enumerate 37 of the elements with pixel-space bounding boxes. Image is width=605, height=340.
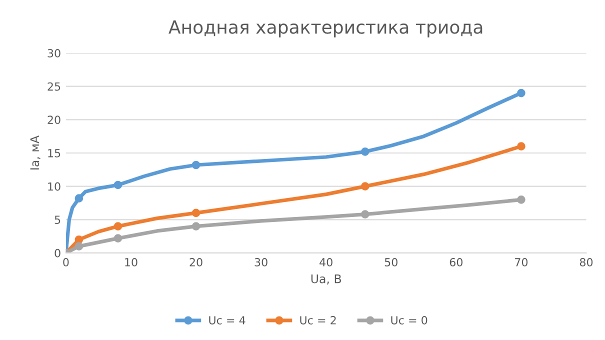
y-tick-label: 20 xyxy=(48,116,60,124)
point xyxy=(360,182,370,190)
y-tick-label: 25 xyxy=(48,82,60,91)
point xyxy=(517,142,526,151)
x-tick-label: 10 xyxy=(125,258,138,266)
legend-label: Uc = 4 xyxy=(209,316,246,324)
point xyxy=(360,148,370,156)
point xyxy=(517,88,526,98)
point xyxy=(74,235,84,244)
x-tick-label: 40 xyxy=(320,258,332,266)
point xyxy=(74,194,84,202)
x-tick-label: 30 xyxy=(254,258,268,266)
legend-label: Uc = 2 xyxy=(300,316,336,324)
chart-title: Анодная характеристика триода xyxy=(168,20,482,38)
x-tick-label: 20 xyxy=(190,258,202,266)
y-tick-label: 30 xyxy=(48,49,60,58)
point xyxy=(517,195,526,204)
y-tick-label: 15 xyxy=(48,149,60,158)
x-tick-label: 60 xyxy=(450,258,462,266)
point xyxy=(192,160,200,170)
point xyxy=(114,234,122,242)
x-tick-label: 50 xyxy=(384,258,398,266)
point xyxy=(114,180,122,190)
x-axis-title: Ua, В xyxy=(311,274,341,284)
point xyxy=(114,222,122,230)
x-tick-label: 80 xyxy=(580,258,593,266)
point xyxy=(192,208,200,218)
y-axis-title: Ia, мА xyxy=(30,135,40,170)
x-tick-label: 70 xyxy=(515,258,528,266)
y-tick-label: 0 xyxy=(54,248,60,258)
legend-label: Uc = 0 xyxy=(391,316,428,324)
y-tick-label: 10 xyxy=(48,182,60,191)
x-tick-label: 0 xyxy=(63,258,69,266)
y-tick-label: 5 xyxy=(54,216,60,224)
point xyxy=(360,210,370,218)
point xyxy=(192,222,200,230)
point xyxy=(74,242,84,250)
